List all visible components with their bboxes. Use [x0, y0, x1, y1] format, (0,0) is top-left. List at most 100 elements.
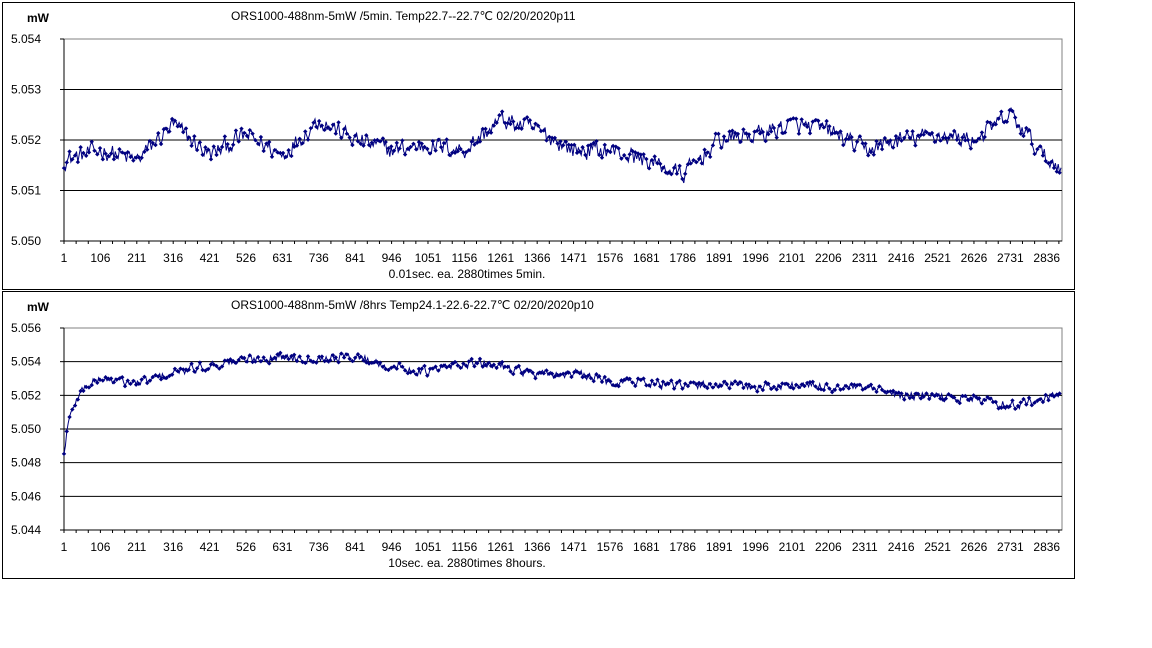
data-point: [699, 161, 705, 166]
data-point: [522, 369, 527, 374]
data-point: [89, 139, 94, 144]
data-point: [810, 379, 815, 384]
data-point: [114, 377, 119, 382]
data-point: [688, 161, 693, 166]
data-point: [1051, 394, 1057, 399]
data-point: [236, 139, 241, 144]
data-point: [214, 152, 219, 158]
data-point: [89, 382, 94, 388]
data-point: [802, 122, 807, 127]
data-point: [361, 143, 366, 148]
data-point: [483, 126, 488, 132]
data-point: [95, 152, 100, 157]
data-point: [117, 147, 122, 152]
data-point: [347, 356, 352, 362]
data-point: [486, 130, 491, 135]
data-point: [78, 388, 83, 394]
x-tick-label: 2626: [961, 540, 988, 554]
data-point: [902, 135, 907, 141]
data-point: [108, 151, 114, 156]
data-point: [314, 360, 319, 365]
data-point: [397, 146, 402, 151]
data-point: [230, 142, 236, 147]
x-tick-label: 946: [382, 251, 402, 265]
data-point: [75, 159, 81, 165]
data-point: [250, 131, 255, 136]
data-point: [255, 354, 261, 360]
y-tick-label: 5.053: [11, 83, 41, 97]
data-point: [788, 384, 793, 390]
data-point: [422, 363, 427, 369]
x-tick-label: 316: [163, 540, 183, 554]
data-point: [608, 149, 613, 155]
data-point: [189, 143, 194, 149]
data-point: [777, 384, 782, 389]
x-tick-label: 316: [163, 251, 183, 265]
data-point: [491, 123, 497, 128]
data-point: [585, 373, 591, 378]
data-point: [990, 122, 996, 128]
data-point: [178, 124, 183, 129]
x-tick-label: 1471: [560, 540, 587, 554]
data-point: [974, 139, 979, 144]
data-point: [682, 171, 688, 177]
data-point: [1032, 151, 1037, 157]
x-tick-label: 1471: [560, 251, 587, 265]
data-point: [877, 141, 882, 147]
data-point: [81, 388, 86, 394]
data-point: [297, 136, 302, 142]
data-point: [258, 359, 264, 364]
data-point: [222, 358, 228, 363]
data-point: [630, 148, 635, 154]
data-point: [524, 115, 530, 120]
data-point: [336, 360, 341, 365]
x-tick-label: 2101: [779, 251, 806, 265]
data-point: [275, 352, 280, 357]
data-point: [963, 138, 968, 143]
data-point: [452, 150, 458, 155]
data-point: [438, 363, 444, 369]
x-tick-label: 1891: [706, 251, 733, 265]
data-point: [863, 141, 868, 146]
data-point: [339, 351, 344, 356]
data-point: [400, 138, 405, 143]
data-point: [314, 124, 319, 130]
data-point: [1021, 396, 1026, 402]
data-point: [868, 382, 874, 387]
data-point: [336, 120, 341, 125]
data-point: [197, 360, 203, 365]
data-point: [946, 135, 951, 141]
data-point: [419, 366, 424, 371]
data-point: [305, 354, 311, 359]
data-point: [488, 363, 494, 369]
data-point: [253, 137, 258, 143]
data-point: [72, 153, 78, 158]
data-point: [890, 388, 896, 394]
data-point: [411, 141, 416, 146]
data-point: [849, 382, 854, 387]
data-point: [785, 118, 791, 123]
data-point: [372, 138, 377, 143]
data-point: [935, 392, 940, 398]
x-tick-label: 106: [90, 251, 110, 265]
data-point: [247, 353, 253, 358]
data-point: [746, 382, 752, 387]
data-point: [192, 134, 197, 139]
data-point: [1040, 399, 1046, 405]
data-point: [247, 127, 253, 133]
data-point: [244, 359, 250, 364]
y-axis-label: mW: [27, 300, 50, 314]
data-point: [189, 361, 194, 366]
data-point: [669, 171, 674, 177]
data-point: [735, 381, 741, 387]
data-point: [402, 152, 408, 157]
data-point: [236, 357, 241, 363]
data-point: [816, 118, 821, 123]
data-point: [239, 354, 244, 360]
data-point: [358, 141, 363, 147]
data-point: [1026, 127, 1032, 133]
data-point: [940, 397, 946, 403]
data-point: [957, 141, 962, 146]
data-point: [222, 134, 228, 139]
data-point: [125, 149, 130, 155]
